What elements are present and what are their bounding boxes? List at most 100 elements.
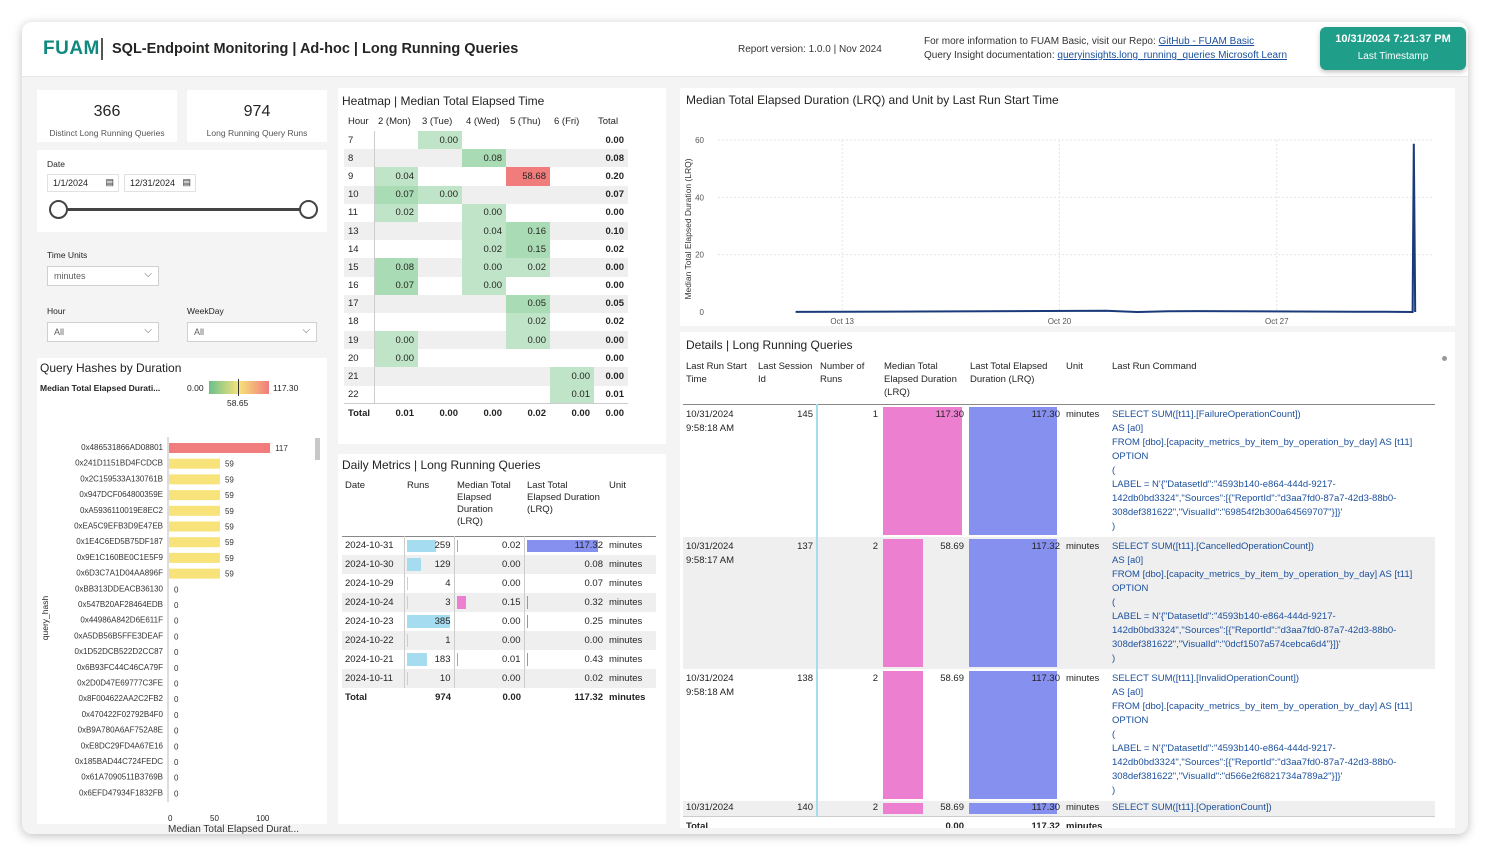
daily-row[interactable]: 2024-10-29 4 0.00 0.07 minutes	[342, 574, 656, 593]
heatmap-cell[interactable]	[418, 349, 462, 367]
hash-label[interactable]: 0xB9A780A6AF752A8E	[78, 726, 163, 735]
date-from-input[interactable]: 1/1/2024 ▤	[47, 174, 119, 192]
heatmap-cell[interactable]: 0.04	[462, 221, 506, 241]
hash-label[interactable]: 0x6EFD47934F1832FB	[79, 788, 163, 797]
heatmap-cell[interactable]	[506, 349, 550, 367]
heatmap-cell[interactable]	[550, 313, 594, 331]
heatmap-col-header[interactable]: 6 (Fri)	[554, 115, 580, 127]
heatmap-cell[interactable]: 0.07	[373, 185, 418, 204]
details-command[interactable]: SELECT SUM([t11].[FailureOperationCount]…	[1109, 404, 1435, 537]
details-command[interactable]: SELECT SUM([t11].[InvalidOperationCount]…	[1109, 669, 1435, 801]
heatmap-cell[interactable]: 0.00	[373, 331, 418, 350]
daily-row[interactable]: 2024-10-22 1 0.00 0.00 minutes	[342, 631, 656, 650]
daily-row[interactable]: 2024-10-11 10 0.00 0.02 minutes	[342, 669, 656, 688]
details-row[interactable]: 10/31/2024 9:58:18 AM 138 2 58.69 117.30 minu…	[683, 668, 1435, 801]
hash-label[interactable]: 0xE8DC29FD4A67E16	[81, 741, 164, 750]
hash-label[interactable]: 0xBB313DDEACB36130	[75, 584, 164, 593]
details-col-header[interactable]: Median Total Elapsed Duration (LRQ)	[881, 358, 967, 405]
heatmap-cell[interactable]: 0.00	[506, 331, 550, 350]
heatmap-cell[interactable]	[418, 277, 462, 295]
daily-col-header[interactable]: Median Total Elapsed Duration (LRQ)	[457, 480, 511, 527]
date-range-end-handle[interactable]	[299, 200, 318, 219]
details-command[interactable]: SELECT SUM([t11].[OperationCount])	[1109, 800, 1435, 817]
heatmap-col-header[interactable]: Total	[598, 115, 619, 127]
heatmap-cell[interactable]: 0.02	[373, 203, 418, 222]
heatmap-cell[interactable]: 0.00	[418, 131, 462, 150]
scrollbar[interactable]	[315, 438, 320, 460]
heatmap-cell[interactable]: 58.68	[506, 167, 550, 186]
hash-bar[interactable]	[169, 552, 220, 563]
heatmap-cell[interactable]	[418, 240, 462, 258]
daily-col-header[interactable]: Date	[345, 480, 366, 491]
heatmap-cell[interactable]: 0.02	[506, 312, 550, 332]
heatmap-cell[interactable]: 0.02	[506, 258, 550, 277]
heatmap-cell[interactable]	[550, 277, 594, 295]
hash-label[interactable]: 0xA5DB56B5FFE3DEAF	[74, 631, 163, 640]
hour-dropdown[interactable]: All ⌵	[47, 322, 159, 342]
details-col-header[interactable]: Last Run Start Time	[683, 358, 755, 405]
hash-bar[interactable]	[169, 537, 220, 548]
heatmap-cell[interactable]: 0.08	[462, 149, 506, 168]
heatmap-cell[interactable]	[373, 367, 418, 386]
heatmap-cell[interactable]: 0.01	[550, 385, 594, 404]
heatmap-cell[interactable]	[373, 131, 418, 150]
hash-label[interactable]: 0x185BAD44C724FEDC	[75, 757, 163, 766]
heatmap-cell[interactable]	[373, 385, 418, 404]
daily-col-header[interactable]: Last Total Elapsed Duration (LRQ)	[527, 480, 600, 515]
hash-label[interactable]: 0x1E4C6ED5B75DF187	[76, 537, 163, 546]
date-range-track[interactable]	[59, 208, 309, 211]
details-command[interactable]: SELECT SUM([t11].[CancelledOperationCoun…	[1109, 536, 1435, 669]
heatmap-cell[interactable]	[418, 167, 462, 185]
hash-label[interactable]: 0xA5936110019E8EC2	[80, 506, 164, 515]
details-col-header[interactable]: Last Session Id	[755, 358, 817, 405]
hash-label[interactable]: 0x61A7090511B3769B	[81, 773, 163, 782]
hash-label[interactable]: 0x2C159533A130761B	[80, 474, 163, 483]
heatmap-cell[interactable]	[506, 204, 550, 222]
daily-col-header[interactable]: Unit	[609, 480, 626, 491]
daily-row[interactable]: 2024-10-30 129 0.00 0.08 minutes	[342, 555, 656, 574]
hash-label[interactable]: 0x1D52DCB522D2CC87	[75, 647, 164, 656]
heatmap-cell[interactable]	[462, 185, 506, 204]
docs-link[interactable]: queryinsights.long_running_queries Micro…	[1057, 50, 1288, 61]
heatmap-cell[interactable]: 0.00	[462, 276, 506, 295]
hash-bar[interactable]	[169, 490, 220, 501]
heatmap-cell[interactable]: 0.08	[373, 258, 418, 277]
heatmap-cell[interactable]	[418, 294, 462, 313]
details-col-header[interactable]: Number of Runs	[817, 358, 881, 405]
heatmap-cell[interactable]	[418, 386, 462, 404]
heatmap-cell[interactable]	[506, 367, 550, 386]
date-range-start-handle[interactable]	[49, 200, 68, 219]
heatmap-cell[interactable]	[550, 349, 594, 367]
heatmap-cell[interactable]	[462, 367, 506, 386]
heatmap-cell[interactable]	[506, 277, 550, 295]
heatmap-cell[interactable]: 0.00	[418, 185, 462, 204]
details-col-header[interactable]: Unit	[1063, 358, 1109, 405]
heatmap-cell[interactable]: 0.05	[506, 294, 550, 313]
github-link[interactable]: GitHub - FUAM Basic	[1158, 36, 1255, 47]
heatmap-cell[interactable]	[418, 367, 462, 386]
heatmap-cell[interactable]: 0.02	[462, 240, 506, 259]
daily-row[interactable]: 2024-10-21 183 0.01 0.43 minutes	[342, 650, 656, 669]
heatmap-cell[interactable]	[462, 386, 506, 404]
details-col-header[interactable]: Last Total Elapsed Duration (LRQ)	[967, 358, 1063, 405]
heatmap-cell[interactable]	[550, 258, 594, 277]
hash-bar[interactable]	[169, 458, 220, 469]
heatmap-cell[interactable]: 0.04	[373, 167, 418, 186]
hash-label[interactable]: 0x8F004622AA2C2FB2	[79, 694, 164, 703]
hash-label[interactable]: 0x2D0D47E69777C3FE	[77, 679, 163, 688]
calendar-icon[interactable]: ▤	[182, 177, 191, 187]
heatmap-cell[interactable]: 0.00	[462, 203, 506, 222]
hash-label[interactable]: 0x947DCF064800359E	[79, 490, 163, 499]
heatmap-cell[interactable]	[418, 331, 462, 350]
hash-label[interactable]: 0x6D3C7A1D04AA896F	[76, 569, 163, 578]
daily-row[interactable]: 2024-10-31 259 0.02 117.32 minutes	[342, 536, 656, 555]
heatmap-cell[interactable]	[550, 294, 594, 313]
heatmap-cell[interactable]	[373, 221, 418, 241]
heatmap-cell[interactable]	[373, 294, 418, 313]
daily-col-header[interactable]: Runs	[407, 480, 430, 491]
calendar-icon[interactable]: ▤	[105, 177, 114, 187]
heatmap-cell[interactable]	[462, 294, 506, 313]
heatmap-cell[interactable]	[550, 240, 594, 258]
hash-bar[interactable]	[169, 521, 220, 532]
hash-label[interactable]: 0x547B20AF28464EDB	[78, 600, 163, 609]
